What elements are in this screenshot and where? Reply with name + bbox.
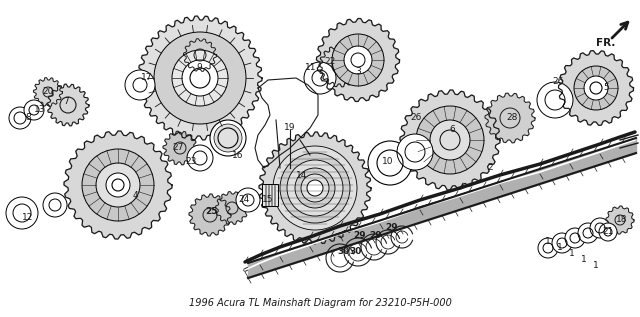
Circle shape — [182, 60, 218, 96]
Circle shape — [236, 188, 260, 212]
Text: 8: 8 — [25, 113, 31, 122]
Text: 10: 10 — [382, 158, 394, 166]
Circle shape — [287, 160, 343, 216]
Polygon shape — [317, 18, 399, 101]
Text: 4: 4 — [132, 191, 138, 199]
Circle shape — [344, 46, 372, 74]
Text: 24: 24 — [238, 196, 250, 204]
Polygon shape — [33, 78, 63, 107]
Circle shape — [565, 228, 585, 248]
Circle shape — [172, 50, 228, 106]
Circle shape — [295, 168, 335, 208]
Circle shape — [214, 124, 242, 152]
Polygon shape — [184, 39, 216, 71]
Circle shape — [210, 120, 246, 156]
Circle shape — [187, 145, 213, 171]
Circle shape — [397, 134, 433, 170]
Polygon shape — [138, 16, 262, 140]
Circle shape — [430, 120, 470, 160]
Polygon shape — [319, 45, 361, 87]
Polygon shape — [606, 206, 634, 234]
Text: 29: 29 — [386, 223, 398, 232]
Circle shape — [574, 66, 618, 110]
Text: 18: 18 — [616, 216, 628, 224]
Circle shape — [301, 174, 329, 202]
Text: 7: 7 — [63, 98, 69, 107]
Text: 16: 16 — [232, 151, 244, 159]
Text: 30: 30 — [350, 248, 362, 256]
Circle shape — [590, 218, 610, 238]
Polygon shape — [163, 131, 197, 165]
Circle shape — [273, 146, 357, 230]
Polygon shape — [189, 194, 231, 236]
Text: 29: 29 — [354, 230, 366, 240]
Circle shape — [106, 173, 130, 197]
Text: 1: 1 — [545, 237, 551, 247]
Text: 6: 6 — [449, 126, 455, 134]
Circle shape — [43, 193, 67, 217]
Text: 26: 26 — [410, 113, 422, 122]
Circle shape — [599, 223, 617, 241]
Circle shape — [307, 180, 323, 196]
Circle shape — [280, 153, 350, 223]
Text: 3: 3 — [355, 68, 361, 76]
Text: 1: 1 — [569, 249, 575, 258]
Circle shape — [304, 62, 336, 94]
Polygon shape — [559, 51, 634, 126]
Circle shape — [96, 163, 140, 207]
Text: 27: 27 — [172, 144, 184, 152]
Text: FR.: FR. — [596, 38, 616, 48]
Circle shape — [552, 233, 572, 253]
Text: 26: 26 — [552, 77, 564, 87]
Circle shape — [538, 238, 558, 258]
Text: 29: 29 — [370, 230, 382, 240]
Text: 1: 1 — [593, 261, 599, 269]
Text: 1: 1 — [581, 255, 587, 263]
Text: 11: 11 — [305, 63, 317, 73]
Circle shape — [578, 223, 598, 243]
Circle shape — [6, 197, 38, 229]
Circle shape — [125, 70, 155, 100]
Circle shape — [154, 32, 246, 124]
Text: 30: 30 — [338, 248, 350, 256]
Polygon shape — [64, 131, 172, 239]
Text: 17: 17 — [141, 74, 153, 82]
Circle shape — [584, 76, 608, 100]
Polygon shape — [485, 93, 535, 143]
Text: 14: 14 — [296, 171, 308, 179]
Circle shape — [82, 149, 154, 221]
Circle shape — [9, 107, 31, 129]
Text: 28: 28 — [506, 113, 518, 122]
Text: 1: 1 — [557, 243, 563, 253]
Text: 15: 15 — [262, 196, 274, 204]
Polygon shape — [400, 90, 500, 190]
Circle shape — [24, 100, 44, 120]
Text: 5: 5 — [603, 83, 609, 93]
Circle shape — [368, 141, 412, 185]
Text: 25: 25 — [205, 208, 218, 217]
Circle shape — [537, 82, 573, 118]
Text: 20: 20 — [42, 87, 54, 96]
Circle shape — [332, 34, 384, 86]
Bar — [262, 184, 278, 206]
Text: 23: 23 — [186, 158, 196, 166]
Polygon shape — [216, 191, 248, 224]
Text: 2: 2 — [487, 164, 493, 172]
Text: 1996 Acura TL Mainshaft Diagram for 23210-P5H-000: 1996 Acura TL Mainshaft Diagram for 2321… — [189, 298, 451, 308]
Polygon shape — [47, 84, 89, 126]
Text: 13: 13 — [35, 106, 45, 114]
Text: 21: 21 — [602, 228, 614, 236]
Text: 9: 9 — [196, 63, 202, 73]
Text: 22: 22 — [324, 57, 335, 67]
Polygon shape — [259, 132, 371, 244]
Circle shape — [416, 106, 484, 174]
Text: 12: 12 — [22, 214, 34, 223]
Text: 19: 19 — [284, 124, 296, 133]
